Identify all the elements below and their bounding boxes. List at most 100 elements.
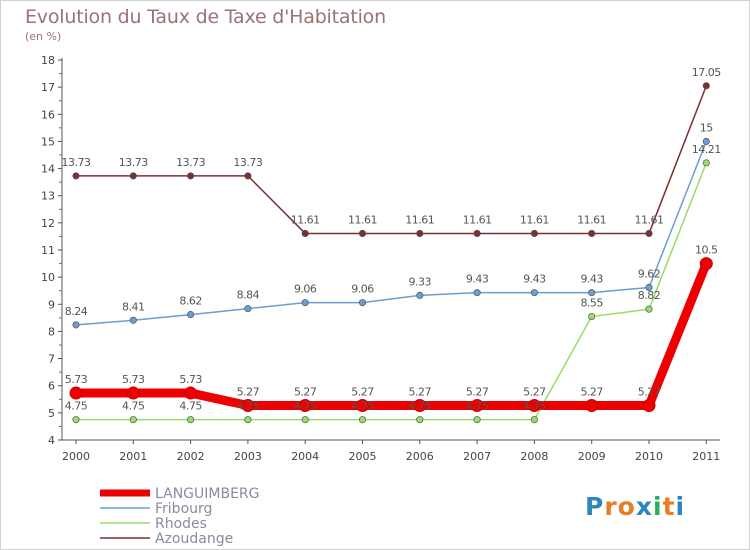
data-label: 5.27 [466,386,489,399]
data-label: 11.61 [577,213,606,226]
data-point [301,416,309,424]
data-point [530,229,538,237]
x-tick-label: 2010 [635,450,663,463]
data-point [702,159,710,167]
data-point [187,311,195,319]
data-point [301,229,309,237]
data-point [473,229,481,237]
y-tick-label: 18 [41,54,55,67]
data-label: 11.61 [635,213,664,226]
logo-letter: P [585,492,605,521]
y-tick-label: 13 [41,190,55,203]
data-point [129,316,137,324]
data-label: 11.61 [520,213,549,226]
x-tick-label: 2008 [520,450,548,463]
data-label: 14.21 [692,143,721,156]
data-label: 8.55 [580,297,603,310]
x-tick-label: 2002 [177,450,205,463]
data-point [588,312,596,321]
data-label: 5.27 [294,386,317,399]
data-label: 8.82 [638,289,661,302]
data-label: 9.62 [638,267,661,280]
data-point [358,229,367,237]
data-point [642,399,656,413]
logo-letter: i [653,492,663,521]
legend-label-azoudange: Azoudange [155,531,233,547]
x-tick-label: 2005 [349,450,377,463]
data-label: 4.75 [179,400,202,413]
x-tick-label: 2011 [692,450,720,463]
data-point [358,416,367,424]
data-label: 5.73 [179,373,202,386]
data-label: 5.73 [65,373,88,386]
data-label: 9.43 [580,273,603,286]
data-label: 11.61 [348,213,377,226]
data-label: 4.75 [122,400,145,413]
y-tick-label: 15 [41,135,55,148]
data-label: 9.43 [523,273,546,286]
data-label: 4.75 [65,400,88,413]
data-point [588,289,596,297]
series-line-languimberg [71,259,711,411]
data-point [645,229,653,237]
data-label: 4.75 [237,400,260,413]
data-point [241,399,255,413]
data-point [244,416,252,424]
data-point [699,257,713,271]
data-label: 13.73 [233,156,262,169]
data-label: 5.27 [638,386,661,399]
legend-label-languimberg: LANGUIMBERG [155,486,260,502]
data-label: 10.5 [695,244,718,257]
y-tick-label: 14 [41,163,55,176]
data-label: 8.41 [122,300,145,313]
logo-letter: o [617,492,636,521]
data-point [416,291,424,299]
data-label: 11.61 [405,213,434,226]
series-line-fribourg [75,140,708,326]
data-point [645,305,653,313]
proxiti-logo: Proxiti [585,492,685,521]
data-label: 5.27 [409,386,432,399]
data-label: 9.06 [294,283,317,296]
data-point [645,283,653,292]
x-tick-label: 2007 [463,450,491,463]
legend-label-fribourg: Fribourg [155,501,212,517]
data-point [129,416,137,424]
logo-letter: r [604,492,618,521]
data-point [358,299,367,307]
y-tick-label: 7 [48,353,55,366]
x-tick-label: 2004 [291,450,319,463]
data-label: 13.73 [62,156,91,169]
data-point [473,289,481,297]
data-label: 11.61 [463,213,492,226]
x-tick-label: 2003 [234,450,262,463]
data-point [187,172,195,180]
series-line-azoudange [75,85,708,235]
chart-title: Evolution du Taux de Taxe d'Habitation [25,6,386,28]
x-tick-label: 2001 [119,450,147,463]
data-point [72,416,80,424]
data-point [356,399,369,413]
data-point [470,399,484,413]
series-line-rhodes [75,162,708,421]
data-label: 5.73 [122,373,145,386]
y-tick-label: 8 [48,325,55,338]
data-label: 9.43 [466,273,489,286]
data-point [588,229,596,237]
data-point [129,172,137,180]
y-tick-label: 10 [41,271,55,284]
data-point [298,399,312,413]
chart-subtitle: (en %) [25,30,62,43]
y-tick-label: 6 [48,380,55,393]
data-point [702,82,710,90]
y-tick-label: 12 [41,217,55,230]
data-label: 4.75 [409,400,432,413]
data-label: 4.75 [351,400,374,413]
data-label: 15 [700,121,713,134]
y-tick-label: 9 [48,298,55,311]
y-tick-label: 17 [41,81,55,94]
data-point [530,289,538,297]
data-label: 4.75 [523,400,546,413]
